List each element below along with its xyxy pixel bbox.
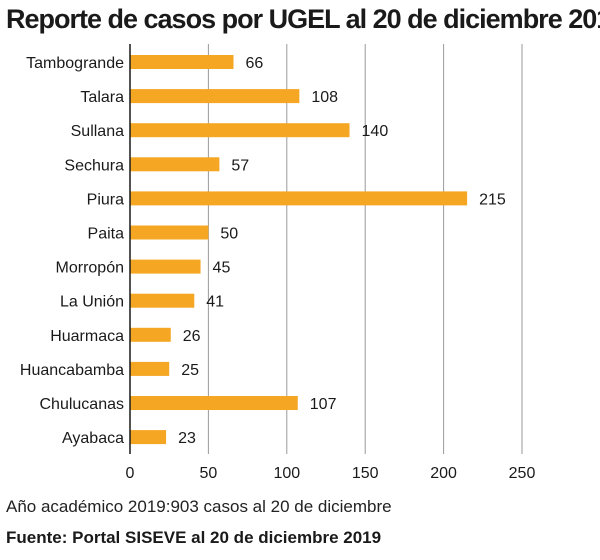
category-label: Chulucanas xyxy=(40,396,125,413)
value-label: 66 xyxy=(245,55,263,72)
bar-2 xyxy=(130,123,350,138)
category-label: Tambogrande xyxy=(26,55,124,72)
bar-5 xyxy=(130,225,209,240)
value-label: 45 xyxy=(213,260,231,277)
category-label: Sullana xyxy=(71,123,124,140)
value-label: 41 xyxy=(206,294,224,311)
x-tick-label: 100 xyxy=(273,465,300,482)
x-tick-label: 250 xyxy=(509,465,536,482)
bar-3 xyxy=(130,157,220,172)
x-tick-label: 150 xyxy=(352,465,379,482)
category-label: Piura xyxy=(87,191,124,208)
value-label: 25 xyxy=(181,362,199,379)
category-label: Morropón xyxy=(56,260,124,277)
value-label: 107 xyxy=(310,396,337,413)
bar-10 xyxy=(130,396,298,410)
bar-7 xyxy=(130,293,195,308)
footnote: Año académico 2019:903 casos al 20 de di… xyxy=(6,497,392,516)
x-tick-label: 50 xyxy=(200,465,218,482)
category-label: Huarmaca xyxy=(50,328,124,345)
category-label: Huancabamba xyxy=(20,362,124,379)
value-label: 215 xyxy=(479,191,506,208)
bar-9 xyxy=(130,361,170,376)
bar-8 xyxy=(130,327,171,342)
bar-11 xyxy=(130,430,167,445)
gridlines xyxy=(207,44,523,454)
value-label: 108 xyxy=(311,89,338,106)
bars xyxy=(130,55,468,445)
bar-0 xyxy=(130,55,234,69)
category-label: Talara xyxy=(80,89,124,106)
category-label: Ayabaca xyxy=(62,430,124,447)
x-axis: 0 50 100 150 200 250 xyxy=(126,44,536,482)
category-label: Sechura xyxy=(64,157,124,174)
category-label: La Unión xyxy=(60,294,124,311)
bar-chart: Tambogrande 66 Talara 108 Sullana 140 Sechura 5… xyxy=(20,44,536,482)
source-note: Fuente: Portal SISEVE al 20 de diciembre… xyxy=(6,528,382,547)
x-tick-label: 0 xyxy=(126,465,135,482)
value-label: 23 xyxy=(178,430,196,447)
chart-title: Reporte de casos por UGEL al 20 de dicie… xyxy=(6,4,600,34)
value-label: 50 xyxy=(220,226,238,243)
bar-6 xyxy=(130,259,201,274)
x-tick-label: 200 xyxy=(430,465,457,482)
labels: Tambogrande 66 Talara 108 Sullana 140 Sechura 5… xyxy=(20,55,506,447)
bar-4 xyxy=(130,191,468,206)
value-label: 140 xyxy=(362,123,389,140)
value-label: 26 xyxy=(183,328,201,345)
bar-1 xyxy=(130,89,300,104)
value-label: 57 xyxy=(231,157,249,174)
category-label: Paita xyxy=(88,226,125,243)
